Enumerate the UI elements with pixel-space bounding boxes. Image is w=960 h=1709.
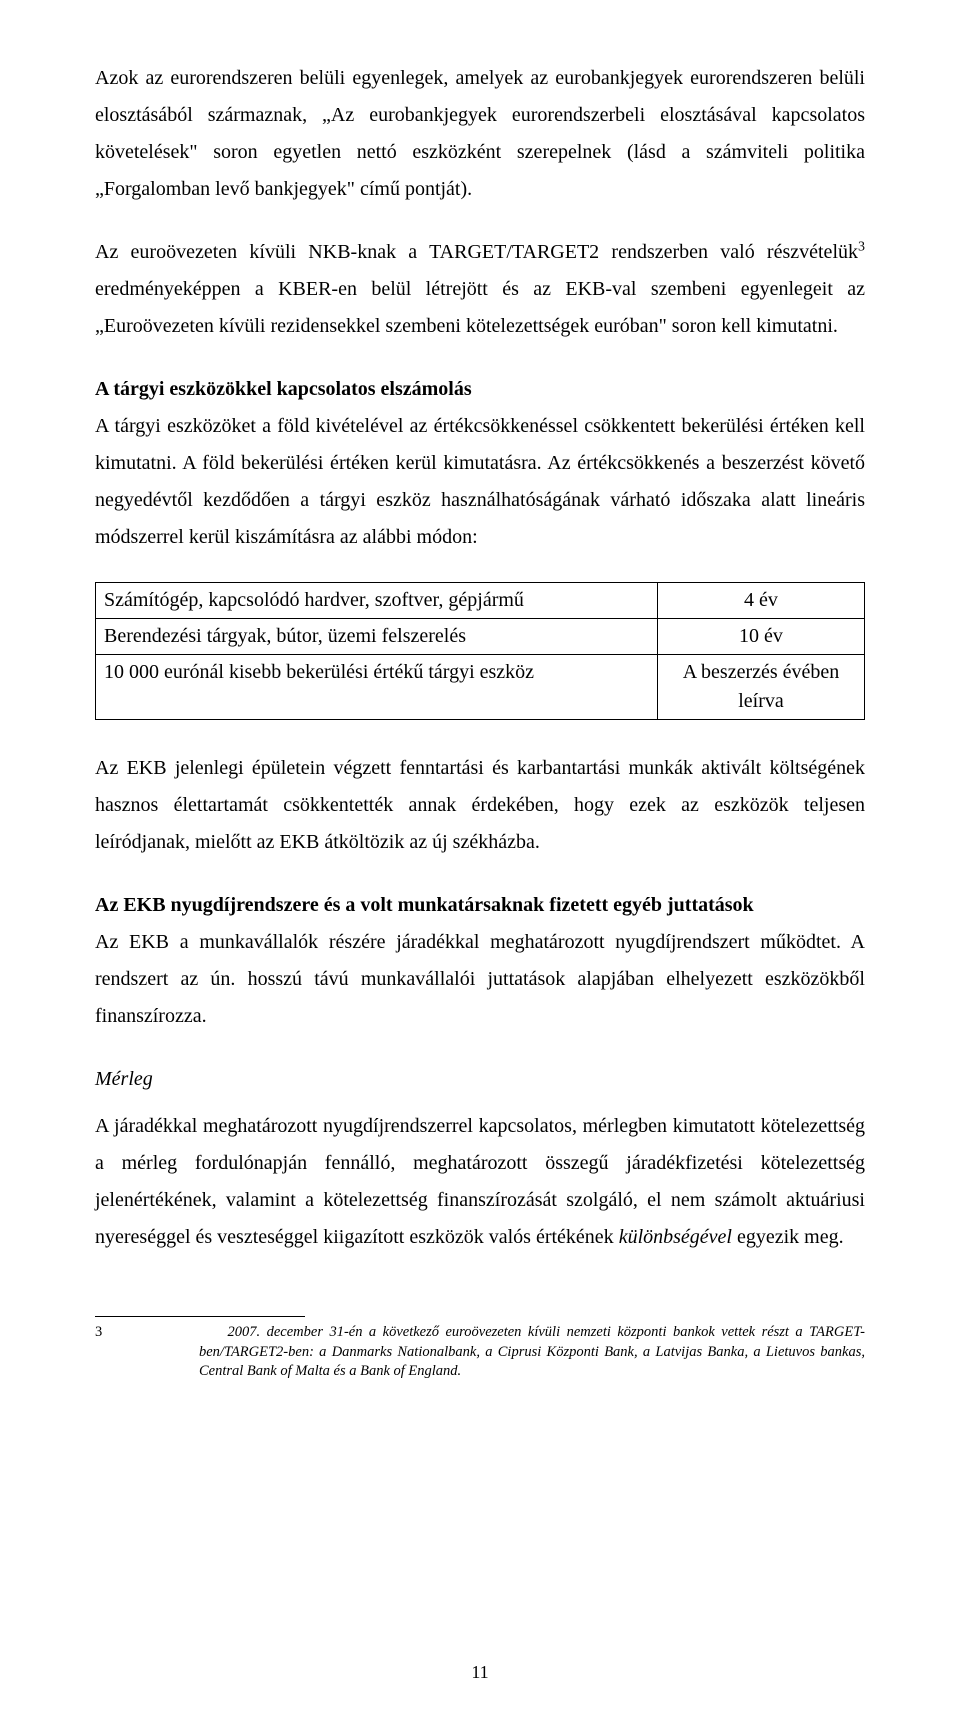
table-cell-label: 10 000 eurónál kisebb bekerülési értékű … xyxy=(96,655,658,720)
footnote-text: 2007. december 31-én a következő euroöve… xyxy=(199,1324,865,1379)
table-cell-value: 10 év xyxy=(658,619,865,655)
page-number: 11 xyxy=(0,1662,960,1683)
paragraph-2-post: eredményeképpen a KBER-en belül létrejöt… xyxy=(95,278,865,337)
paragraph-5: Az EKB a munkavállalók részére járadékka… xyxy=(95,924,865,1035)
depreciation-table: Számítógép, kapcsolódó hardver, szoftver… xyxy=(95,582,865,720)
paragraph-2: Az euroövezeten kívüli NKB-knak a TARGET… xyxy=(95,234,865,345)
heading-pension: Az EKB nyugdíjrendszere és a volt munkat… xyxy=(95,887,865,924)
table-row: 10 000 eurónál kisebb bekerülési értékű … xyxy=(96,655,865,720)
footnote-number: 3 xyxy=(95,1323,111,1343)
table-cell-value: 4 év xyxy=(658,583,865,619)
table-cell-label: Berendezési tárgyak, bútor, üzemi felsze… xyxy=(96,619,658,655)
paragraph-6-post: egyezik meg. xyxy=(732,1226,844,1248)
paragraph-6-italic: különbségével xyxy=(619,1226,732,1248)
footnote-3: 3 2007. december 31-én a következő euroö… xyxy=(95,1323,865,1382)
paragraph-4: Az EKB jelenlegi épületein végzett fennt… xyxy=(95,750,865,861)
heading-balance: Mérleg xyxy=(95,1061,865,1098)
table-cell-value: A beszerzés évében leírva xyxy=(658,655,865,720)
paragraph-6: A járadékkal meghatározott nyugdíjrendsz… xyxy=(95,1108,865,1256)
table-row: Számítógép, kapcsolódó hardver, szoftver… xyxy=(96,583,865,619)
table-row: Berendezési tárgyak, bútor, üzemi felsze… xyxy=(96,619,865,655)
paragraph-1: Azok az eurorendszeren belüli egyenlegek… xyxy=(95,60,865,208)
paragraph-2-pre: Az euroövezeten kívüli NKB-knak a TARGET… xyxy=(95,241,858,263)
table-cell-label: Számítógép, kapcsolódó hardver, szoftver… xyxy=(96,583,658,619)
paragraph-3: A tárgyi eszközöket a föld kivételével a… xyxy=(95,408,865,556)
footnote-ref-3: 3 xyxy=(858,239,865,254)
heading-tangible-assets: A tárgyi eszközökkel kapcsolatos elszámo… xyxy=(95,371,865,408)
document-page: Azok az eurorendszeren belüli egyenlegek… xyxy=(0,0,960,1709)
footnote-separator xyxy=(95,1316,305,1317)
